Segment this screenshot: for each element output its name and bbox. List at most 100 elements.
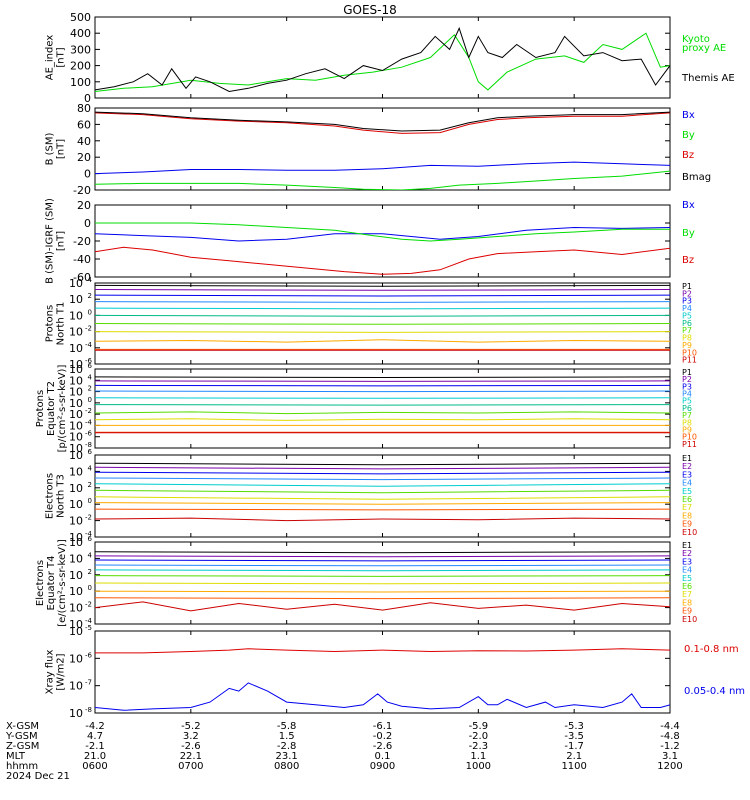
series-line-e9 bbox=[95, 508, 670, 511]
legend-entry: P11 bbox=[682, 356, 697, 365]
series-line-p7 bbox=[95, 411, 670, 415]
y-tick-exponent: -2 bbox=[85, 325, 92, 333]
row-value: 23.1 bbox=[276, 751, 298, 762]
y-tick-label: 10 bbox=[69, 618, 83, 631]
series-line-p6 bbox=[95, 314, 670, 317]
legend-entry: Themis AE bbox=[681, 73, 735, 84]
legend-entry: E5 bbox=[682, 574, 692, 583]
legend-entry: E1 bbox=[682, 541, 692, 550]
row-value: -4.4 bbox=[660, 721, 680, 732]
legend-entry: P5 bbox=[682, 397, 692, 406]
y-tick-label: 10 bbox=[69, 309, 83, 322]
y-axis-label: Protons bbox=[35, 390, 46, 427]
series-line-p4 bbox=[95, 390, 670, 393]
series-line-p5 bbox=[95, 397, 670, 399]
series-line-e7 bbox=[95, 496, 670, 500]
legend-entry: Bx bbox=[682, 200, 695, 211]
y-axis-label: B (SM)-IGRF (SM) bbox=[45, 198, 56, 284]
plot-title: GOES-18 bbox=[343, 3, 397, 17]
y-tick-label: 10 bbox=[69, 625, 83, 638]
series-line-e8 bbox=[95, 590, 670, 593]
y-tick-label: 60 bbox=[77, 118, 91, 131]
series-line-e2 bbox=[95, 466, 670, 470]
series-line-p2 bbox=[95, 289, 670, 291]
y-axis-label: [e/(cm²-s-sr-keV)] bbox=[57, 539, 68, 627]
row-value: -5.9 bbox=[469, 721, 489, 732]
legend-entry: E7 bbox=[682, 590, 692, 599]
legend-entry: P4 bbox=[682, 304, 692, 313]
legend-entry: Kyoto bbox=[682, 34, 710, 45]
legend-entry: E2 bbox=[682, 549, 692, 558]
row-value: -2.0 bbox=[469, 731, 489, 742]
legend-entry: E6 bbox=[682, 495, 692, 504]
legend-entry: P10 bbox=[682, 348, 697, 357]
y-tick-label: 10 bbox=[69, 569, 83, 582]
y-tick-label: 10 bbox=[69, 552, 83, 565]
row-value: -4.8 bbox=[660, 731, 680, 742]
row-label: X-GSM bbox=[6, 721, 39, 732]
series-line-e6 bbox=[95, 489, 670, 494]
y-tick-label: 10 bbox=[69, 397, 83, 410]
y-axis-label: Xray flux bbox=[45, 650, 56, 695]
y-tick-label: 500 bbox=[70, 11, 91, 24]
legend-entry: P4 bbox=[682, 390, 692, 399]
y-axis-label: Electrons bbox=[35, 560, 46, 606]
series-line-e10 bbox=[95, 601, 670, 612]
series-line-bx bbox=[95, 161, 670, 175]
series-line-bmag bbox=[95, 111, 670, 132]
y-tick-label: 20 bbox=[77, 199, 91, 212]
y-tick-label: 10 bbox=[69, 680, 83, 693]
series-line-by bbox=[95, 222, 670, 242]
y-tick-exponent: 6 bbox=[88, 448, 93, 456]
y-tick-label: 10 bbox=[69, 482, 83, 495]
series-line-themis-ae bbox=[95, 26, 670, 93]
x-axis-info: X-GSM -4.2 -5.2 -5.8 -6.1 -5.9 -5.3 -4.4 Y-GSM 4.… bbox=[5, 721, 683, 782]
y-tick-label: 10 bbox=[69, 374, 83, 387]
series-line-e10 bbox=[95, 517, 670, 522]
y-tick-exponent: -4 bbox=[85, 418, 93, 426]
series-line-p1 bbox=[95, 376, 670, 379]
legend-entry: E10 bbox=[682, 615, 697, 624]
y-tick-exponent: -2 bbox=[85, 601, 92, 609]
y-tick-label: 300 bbox=[70, 43, 91, 56]
row-label: Y-GSM bbox=[5, 731, 38, 742]
series-line-e2 bbox=[95, 555, 670, 558]
series-line-0-05-0-4-nm bbox=[95, 682, 670, 711]
legend-entry: P3 bbox=[682, 382, 692, 391]
legend-entry: E3 bbox=[682, 557, 692, 566]
y-tick-label: 10 bbox=[69, 293, 83, 306]
row-label: hhmm bbox=[6, 761, 38, 772]
legend-entry: E8 bbox=[682, 511, 692, 520]
y-tick-label: 80 bbox=[77, 102, 91, 115]
row-value: 1200 bbox=[657, 761, 682, 772]
row-value: -4.2 bbox=[85, 721, 105, 732]
panel-frame bbox=[94, 16, 671, 99]
y-tick-label: 0 bbox=[84, 168, 91, 181]
y-tick-exponent: 0 bbox=[88, 497, 92, 505]
y-axis-label: B (SM) bbox=[45, 132, 56, 165]
row-value: -5.8 bbox=[277, 721, 297, 732]
series-line-p5 bbox=[95, 307, 670, 310]
y-tick-label: -20 bbox=[73, 235, 91, 248]
series-line-kyoto-proxy-ae bbox=[95, 32, 670, 92]
legend-entry: E8 bbox=[682, 598, 692, 607]
y-tick-label: 10 bbox=[69, 515, 83, 528]
row-value: -1.7 bbox=[564, 741, 584, 752]
y-tick-label: 10 bbox=[69, 358, 83, 371]
y-tick-label: 10 bbox=[69, 386, 83, 399]
legend-entry: P3 bbox=[682, 297, 692, 306]
row-value: -2.8 bbox=[277, 741, 297, 752]
y-tick-exponent: -8 bbox=[85, 441, 92, 449]
series-line-p2 bbox=[95, 380, 670, 382]
y-tick-exponent: -4 bbox=[85, 617, 93, 625]
legend-entry: Bz bbox=[682, 255, 694, 266]
legend-entry: E3 bbox=[682, 470, 692, 479]
series-line-bz bbox=[95, 112, 670, 134]
series-line-p9 bbox=[95, 339, 670, 343]
y-tick-exponent: -5 bbox=[85, 624, 92, 632]
legend-entry: P11 bbox=[682, 440, 697, 449]
